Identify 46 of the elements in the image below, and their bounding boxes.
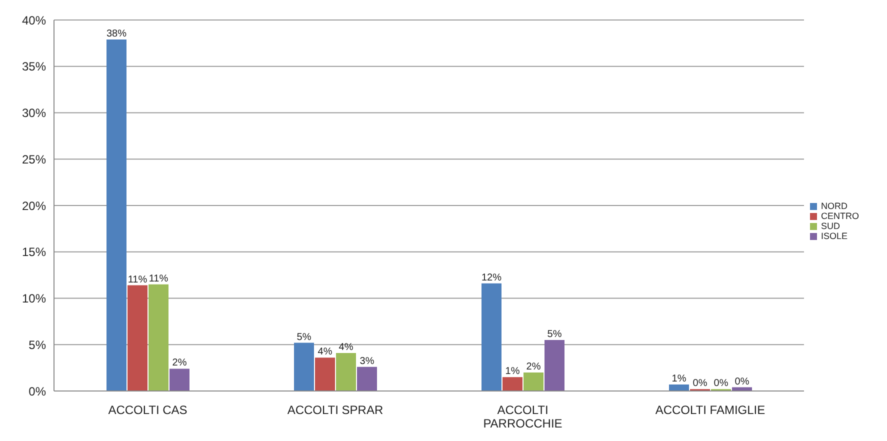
bar xyxy=(170,368,190,391)
data-label: 11% xyxy=(128,274,148,286)
bar xyxy=(148,284,168,391)
bar xyxy=(482,283,502,391)
bar xyxy=(128,285,148,391)
legend-label: SUD xyxy=(821,220,840,230)
data-label: 2% xyxy=(172,358,187,369)
data-label: 5% xyxy=(547,328,562,340)
bar xyxy=(524,372,544,391)
bar xyxy=(357,366,377,391)
y-tick-label: 25% xyxy=(22,152,46,166)
data-label: 12% xyxy=(481,272,502,284)
legend-label: ISOLE xyxy=(821,230,848,240)
x-tick-label: ACCOLTI CAS xyxy=(108,402,188,417)
bar xyxy=(544,340,564,391)
data-label: 4% xyxy=(318,346,332,358)
bar xyxy=(336,352,356,391)
y-tick-label: 5% xyxy=(28,338,46,352)
data-label: 11% xyxy=(148,273,168,284)
data-label: 1% xyxy=(505,366,520,378)
data-label: 0% xyxy=(692,378,708,390)
y-tick-label: 20% xyxy=(22,198,46,213)
y-tick-label: 15% xyxy=(22,245,46,260)
bar xyxy=(294,342,314,391)
x-tick-label: ACCOLTI FAMIGLIE xyxy=(655,402,766,417)
data-label: 4% xyxy=(338,342,354,353)
data-label: 0% xyxy=(714,378,728,390)
y-tick-label: 30% xyxy=(22,106,46,120)
data-label: 5% xyxy=(296,332,312,343)
legend-label: NORD xyxy=(821,200,848,210)
y-tick-label: 40% xyxy=(22,13,46,28)
legend-label: CENTRO xyxy=(821,210,859,220)
data-label: 0% xyxy=(734,376,750,388)
data-label: 38% xyxy=(106,28,127,40)
y-tick-label: 35% xyxy=(22,60,46,74)
x-tick-label: ACCOLTI PARROCCHIE xyxy=(483,402,562,431)
data-label: 3% xyxy=(360,356,374,367)
bar xyxy=(669,384,689,391)
bar xyxy=(106,39,126,391)
data-label: 1% xyxy=(672,374,686,385)
y-tick-label: 10% xyxy=(22,292,46,306)
y-tick-label: 0% xyxy=(28,384,46,398)
x-tick-label: ACCOLTI SPRAR xyxy=(287,402,384,417)
data-label: 2% xyxy=(526,361,541,372)
bar xyxy=(315,358,335,391)
bar xyxy=(502,377,522,391)
